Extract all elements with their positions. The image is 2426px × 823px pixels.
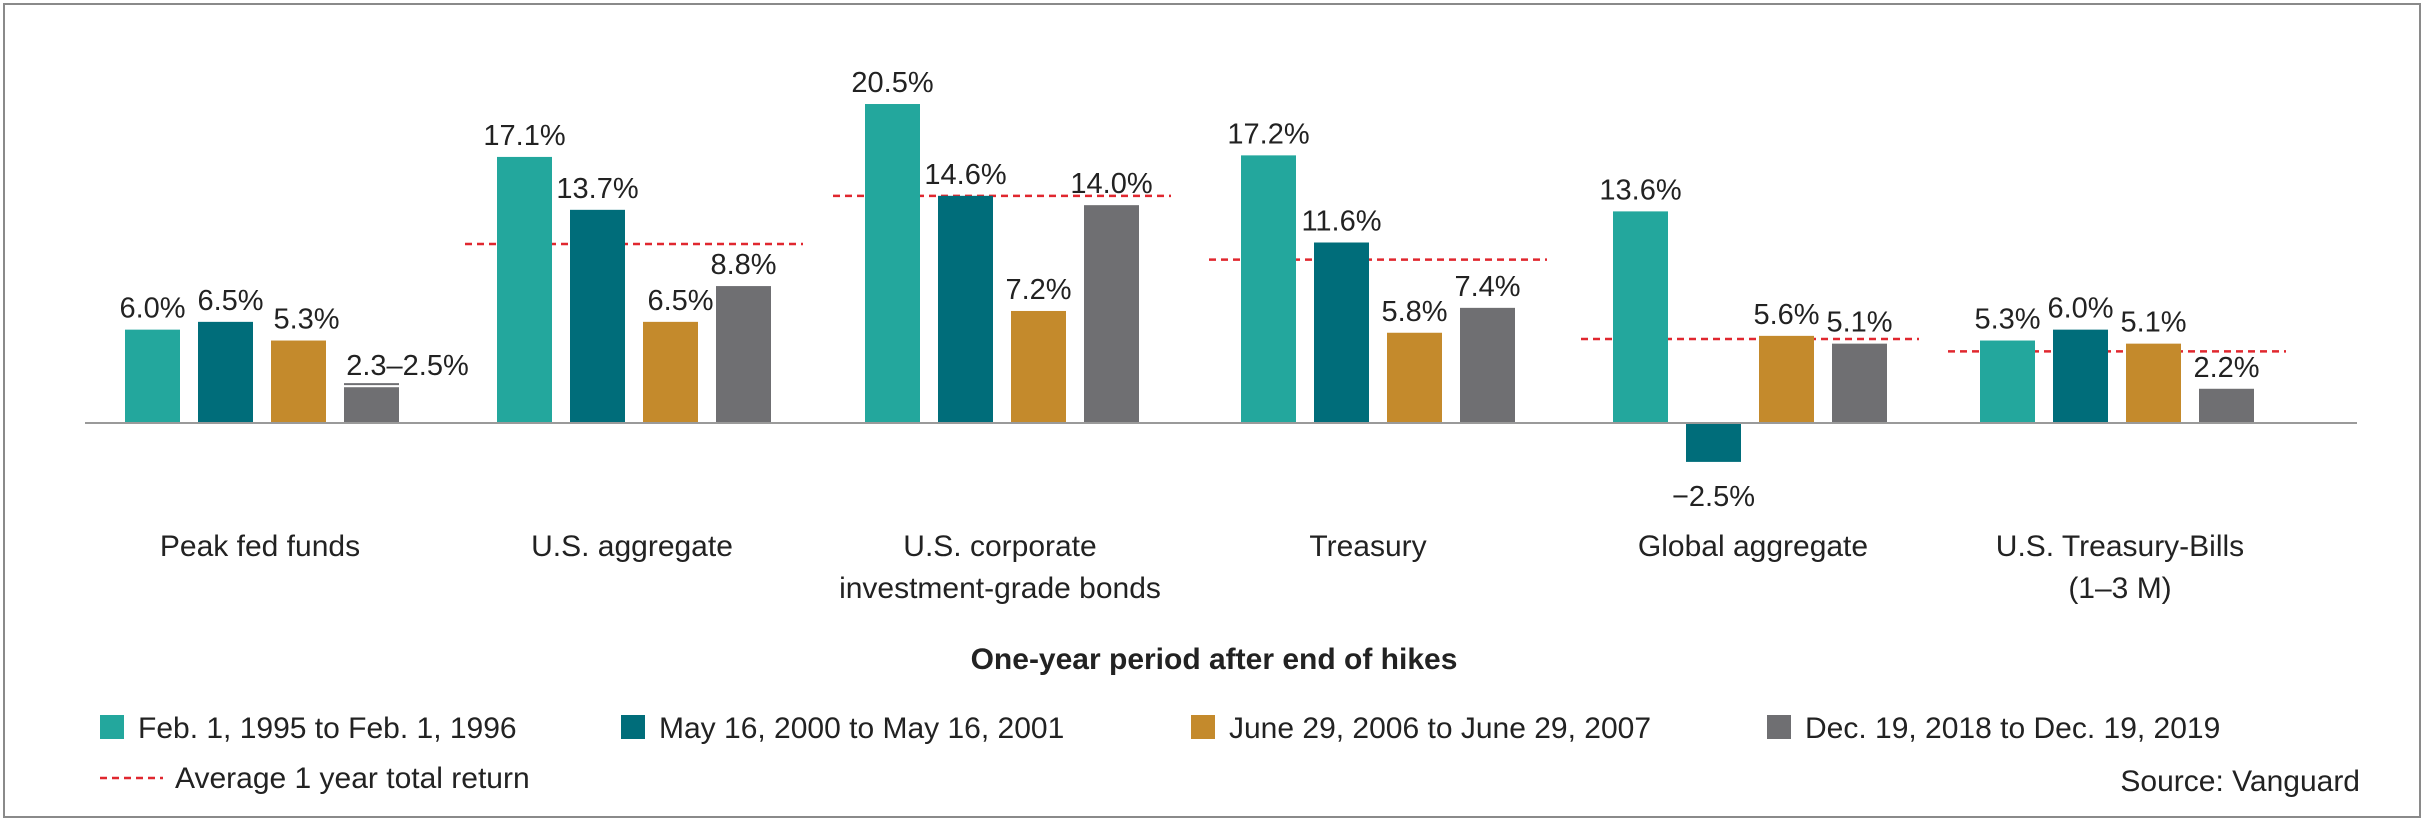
data-label: 2.3–2.5%	[346, 350, 469, 382]
data-label: 6.0%	[2047, 293, 2113, 325]
bar	[497, 156, 552, 423]
legend-label: May 16, 2000 to May 16, 2001	[659, 712, 1064, 745]
data-label: 8.8%	[710, 249, 776, 281]
bar	[643, 321, 698, 423]
category-label: Global aggregate	[1638, 530, 1868, 563]
bar	[716, 286, 771, 423]
data-label: 11.6%	[1301, 206, 1381, 238]
bar	[1460, 307, 1515, 423]
data-label: 2.2%	[2193, 352, 2259, 384]
bar	[2126, 343, 2181, 423]
data-label: 7.2%	[1005, 274, 1071, 306]
bar	[125, 329, 180, 423]
bar-chart: 6.0% 17.1% 20.5% 17.2% 13.6% 5.3% 6.5% 13.7% 14.…	[85, 67, 2360, 798]
category-label: investment-grade bonds	[839, 572, 1161, 605]
legend-swatch	[621, 715, 645, 739]
bar	[570, 209, 625, 423]
data-label: 6.0%	[119, 293, 185, 325]
data-label: 20.5%	[851, 67, 933, 99]
bar	[1832, 343, 1887, 423]
bar	[344, 387, 399, 423]
category-label: Treasury	[1309, 530, 1426, 563]
bar	[1241, 155, 1296, 424]
bar	[1980, 340, 2035, 423]
value-labels: 6.0% 17.1% 20.5% 17.2% 13.6% 5.3% 6.5% 13.7% 14.…	[119, 67, 2259, 513]
data-label: 5.6%	[1753, 299, 1819, 331]
bar	[1011, 310, 1066, 423]
source-note: Source: Vanguard	[2120, 765, 2360, 798]
data-label: 5.1%	[2120, 307, 2186, 339]
bar	[865, 104, 920, 424]
legend-label: Average 1 year total return	[175, 762, 530, 795]
bar	[1084, 205, 1139, 423]
data-label: 5.8%	[1381, 296, 1447, 328]
data-label: 13.7%	[556, 173, 638, 205]
bar	[1613, 211, 1668, 423]
data-label: 5.3%	[1974, 304, 2040, 336]
category-label: U.S. corporate	[903, 530, 1096, 563]
legend-label: Dec. 19, 2018 to Dec. 19, 2019	[1805, 712, 2220, 745]
data-label: 17.2%	[1227, 118, 1309, 150]
category-label: U.S. Treasury-Bills	[1996, 530, 2244, 563]
legend-swatch	[1191, 715, 1215, 739]
data-label: 6.5%	[647, 285, 713, 317]
bar	[1387, 332, 1442, 423]
bar	[1759, 335, 1814, 423]
category-labels: Peak fed funds U.S. aggregate U.S. corpora…	[160, 530, 2244, 605]
average-lines	[465, 194, 2286, 353]
data-label: 7.4%	[1454, 271, 1520, 303]
legend-label: Feb. 1, 1995 to Feb. 1, 1996	[138, 712, 517, 745]
bars	[125, 104, 2254, 462]
category-label: (1–3 M)	[2068, 572, 2171, 605]
category-label: Peak fed funds	[160, 530, 360, 563]
legend-label: June 29, 2006 to June 29, 2007	[1229, 712, 1651, 745]
chart-frame: 6.0% 17.1% 20.5% 17.2% 13.6% 5.3% 6.5% 13.7% 14.…	[3, 3, 2421, 818]
data-label: 17.1%	[483, 120, 565, 152]
legend-swatch	[100, 715, 124, 739]
data-label: 5.3%	[273, 304, 339, 336]
bar	[938, 195, 993, 423]
data-label: −2.5%	[1672, 481, 1755, 513]
data-label: 6.5%	[197, 285, 263, 317]
bar	[271, 340, 326, 423]
data-label: 13.6%	[1599, 174, 1681, 206]
data-label: 5.1%	[1826, 307, 1892, 339]
bar	[1314, 242, 1369, 423]
x-axis-title: One-year period after end of hikes	[971, 643, 1458, 676]
data-label: 14.0%	[1070, 168, 1152, 200]
category-label: U.S. aggregate	[531, 530, 733, 563]
bar	[198, 321, 253, 423]
legend: Feb. 1, 1995 to Feb. 1, 1996 May 16, 2000…	[100, 712, 2220, 795]
legend-swatch	[1767, 715, 1791, 739]
bar	[2199, 388, 2254, 423]
bar	[1686, 423, 1741, 462]
bar	[2053, 329, 2108, 423]
data-label: 14.6%	[924, 159, 1006, 191]
